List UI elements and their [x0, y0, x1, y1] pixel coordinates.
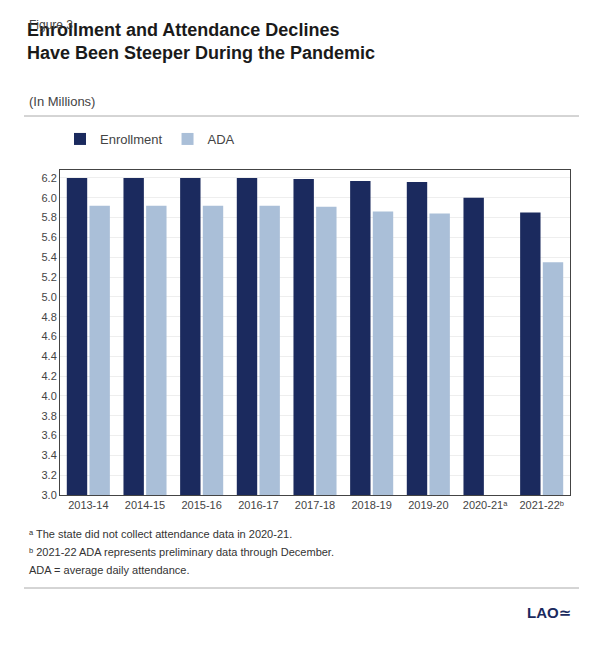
svg-text:Enrollment: Enrollment [100, 132, 163, 147]
svg-text:Enrollment and Attendance Decl: Enrollment and Attendance DeclinesHave B… [27, 20, 375, 63]
svg-text:3.8: 3.8 [42, 410, 57, 422]
svg-text:ADA = average daily attendance: ADA = average daily attendance. [29, 564, 190, 576]
svg-text:3.0: 3.0 [42, 489, 57, 501]
svg-text:2017-18: 2017-18 [295, 499, 335, 511]
svg-text:6.0: 6.0 [42, 192, 57, 204]
svg-text:4.6: 4.6 [42, 330, 57, 342]
svg-text:4.2: 4.2 [42, 370, 57, 382]
svg-text:2020-21ᵃ: 2020-21ᵃ [463, 499, 508, 511]
svg-text:4.0: 4.0 [42, 390, 57, 402]
svg-text:ᵃ The state did not collect at: ᵃ The state did not collect attendance d… [29, 528, 292, 540]
svg-text:5.8: 5.8 [42, 211, 57, 223]
svg-text:2013-14: 2013-14 [68, 499, 108, 511]
svg-text:2016-17: 2016-17 [238, 499, 278, 511]
svg-text:5.0: 5.0 [42, 291, 57, 303]
svg-text:2015-16: 2015-16 [181, 499, 221, 511]
svg-text:2014-15: 2014-15 [125, 499, 165, 511]
svg-text:ADA: ADA [208, 132, 235, 147]
svg-text:LAO≃: LAO≃ [527, 604, 571, 621]
svg-text:Figure 3: Figure 3 [29, 18, 73, 32]
svg-text:ᵇ 2021-22 ADA represents preli: ᵇ 2021-22 ADA represents preliminary dat… [29, 546, 334, 558]
svg-text:4.4: 4.4 [42, 350, 57, 362]
svg-text:2018-19: 2018-19 [351, 499, 391, 511]
svg-text:4.8: 4.8 [42, 311, 57, 323]
svg-text:3.4: 3.4 [42, 449, 57, 461]
svg-text:6.2: 6.2 [42, 172, 57, 184]
svg-text:3.6: 3.6 [42, 429, 57, 441]
svg-text:3.2: 3.2 [42, 469, 57, 481]
svg-text:2021-22ᵇ: 2021-22ᵇ [519, 499, 564, 511]
svg-text:(In Millions): (In Millions) [29, 94, 95, 109]
svg-text:2019-20: 2019-20 [408, 499, 448, 511]
svg-text:5.4: 5.4 [42, 251, 57, 263]
svg-text:5.6: 5.6 [42, 231, 57, 243]
svg-text:5.2: 5.2 [42, 271, 57, 283]
